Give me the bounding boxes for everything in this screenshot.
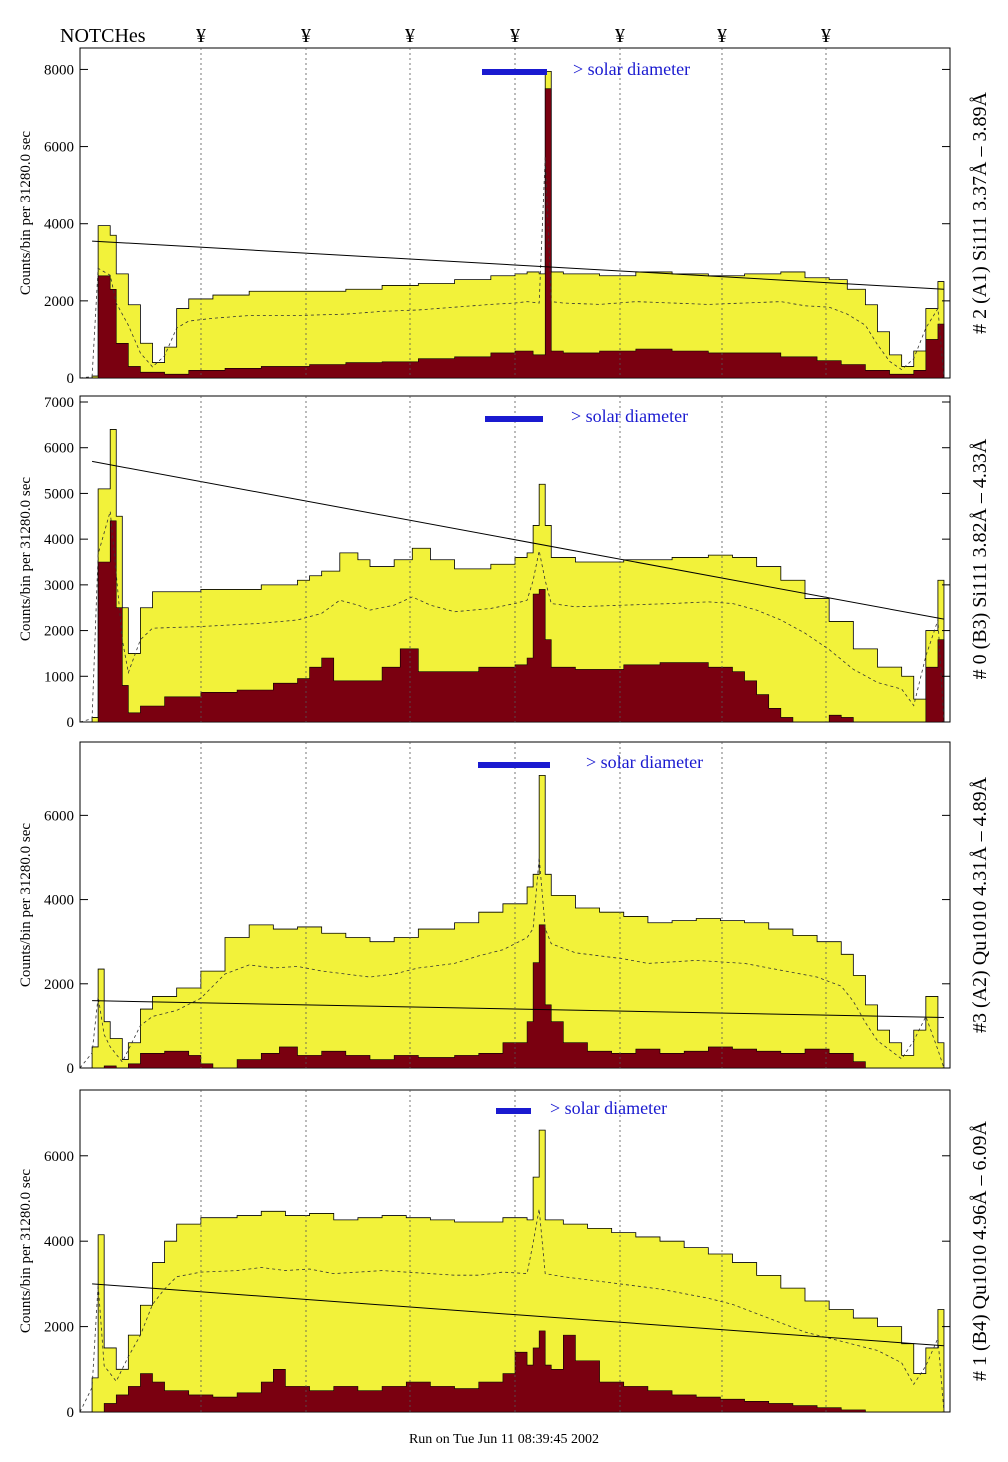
- y-tick-label: 2000: [44, 1320, 74, 1336]
- solar-diameter-label: > solar diameter: [571, 406, 688, 426]
- y-tick-label: 2000: [44, 977, 74, 993]
- envelope-area: [80, 774, 950, 1069]
- y-axis-label: Counts/bin per 31280.0 sec: [18, 1169, 34, 1333]
- y-tick-label: 0: [67, 1405, 75, 1421]
- channel-label: #3 (A2) Qu1010 4.31Å – 4.89Å: [969, 776, 991, 1033]
- y-tick-label: 0: [67, 1061, 75, 1077]
- model-curve: [79, 157, 950, 379]
- y-tick-label: 3000: [44, 578, 74, 594]
- model-curve: [79, 511, 950, 723]
- notch-marker-1: ¥: [196, 25, 206, 47]
- notches-label: NOTCHes: [60, 25, 146, 47]
- y-tick-label: 4000: [44, 217, 74, 233]
- panel-1: 0 2000 4000 6000 8000 Counts/bin per 31280.0 …: [18, 47, 991, 387]
- notch-marker-7: ¥: [821, 25, 831, 47]
- y-axis-label: Counts/bin per 31280.0 sec: [18, 477, 34, 641]
- panel-4: 0 2000 4000 6000 Counts/bin per 31280.0 sec #…: [18, 1089, 991, 1421]
- channel-label: # 1 (B4) Qu1010 4.96Å – 6.09Å: [969, 1120, 991, 1381]
- y-tick-label: 5000: [44, 486, 74, 502]
- y-tick-label: 8000: [44, 62, 74, 78]
- notch-marker-2: ¥: [301, 25, 311, 47]
- solar-diameter-label: > solar diameter: [550, 1098, 667, 1118]
- y-tick-label: 6000: [44, 808, 74, 824]
- y-tick-label: 4000: [44, 1234, 74, 1250]
- notch-marker-4: ¥: [510, 25, 520, 47]
- y-axis-label: Counts/bin per 31280.0 sec: [18, 131, 34, 295]
- model-curve: [79, 857, 950, 1069]
- y-tick-label: 4000: [44, 532, 74, 548]
- channel-label: # 2 (A1) Si111 3.37Å – 3.89Å: [969, 92, 991, 334]
- y-tick-label: 7000: [44, 395, 74, 411]
- y-tick-label: 4000: [44, 893, 74, 909]
- y-tick-label: 0: [67, 715, 75, 731]
- signal-area: [80, 520, 950, 723]
- panel-3: 0 2000 4000 6000 Counts/bin per 31280.0 sec #…: [18, 741, 991, 1077]
- y-tick-label: 2000: [44, 294, 74, 310]
- run-timestamp: Run on Tue Jun 11 08:39:45 2002: [408, 1432, 600, 1447]
- solar-diameter-label: > solar diameter: [573, 59, 690, 79]
- signal-area: [80, 924, 950, 1069]
- y-tick-label: 6000: [44, 140, 74, 156]
- notch-marker-6: ¥: [717, 25, 727, 47]
- notch-marker-row: ¥ ¥ ¥ ¥ ¥ ¥ ¥: [196, 25, 831, 47]
- trend-line: [91, 460, 945, 620]
- chart-panels: 0 2000 4000 6000 8000 Counts/bin per 31280.0 …: [18, 47, 991, 1421]
- envelope-area: [80, 70, 950, 379]
- y-tick-label: 2000: [44, 624, 74, 640]
- y-tick-label: 1000: [44, 669, 74, 685]
- y-tick-label: 0: [67, 371, 75, 387]
- notch-marker-3: ¥: [405, 25, 415, 47]
- channel-label: # 0 (B3) Si111 3.82Å – 4.33Å: [969, 438, 991, 679]
- trend-line: [92, 1283, 944, 1347]
- y-tick-label: 6000: [44, 1149, 74, 1165]
- notch-marker-5: ¥: [615, 25, 625, 47]
- y-tick-label: 6000: [44, 441, 74, 457]
- solar-diameter-label: > solar diameter: [586, 752, 703, 772]
- trend-line: [92, 1000, 944, 1018]
- trend-line: [92, 240, 944, 290]
- panel-2: 0 1000 2000 3000 4000 5000 6000 7000 Counts/bin …: [18, 395, 991, 731]
- signal-area: [80, 88, 950, 379]
- y-axis-label: Counts/bin per 31280.0 sec: [18, 823, 34, 987]
